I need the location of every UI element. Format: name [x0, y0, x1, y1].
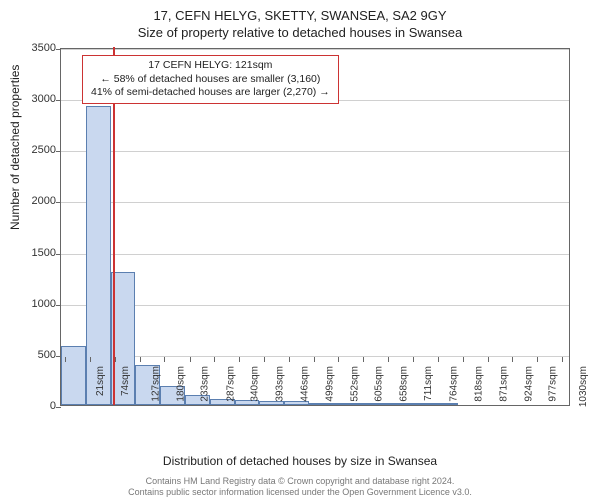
histogram-bar: [309, 403, 334, 405]
xtick-mark: [314, 357, 315, 362]
xtick-label: 340sqm: [250, 366, 261, 402]
xtick-mark: [512, 357, 513, 362]
xtick-mark: [562, 357, 563, 362]
gridline: [61, 254, 569, 255]
xtick-mark: [164, 357, 165, 362]
footer-line-1: Contains HM Land Registry data © Crown c…: [0, 476, 600, 487]
ytick-mark: [56, 305, 61, 306]
histogram-bar: [433, 403, 458, 405]
xtick-label: 871sqm: [498, 366, 509, 402]
xtick-mark: [363, 357, 364, 362]
ytick-label: 3000: [16, 93, 56, 105]
xtick-mark: [115, 357, 116, 362]
xtick-label: 127sqm: [150, 366, 161, 402]
ytick-label: 3500: [16, 42, 56, 54]
ytick-mark: [56, 151, 61, 152]
property-info-box: 17 CEFN HELYG: 121sqm ← 58% of detached …: [82, 55, 339, 104]
ytick-mark: [56, 49, 61, 50]
xtick-mark: [438, 357, 439, 362]
x-axis-label: Distribution of detached houses by size …: [0, 454, 600, 468]
histogram-bar: [383, 403, 408, 405]
xtick-label: 180sqm: [175, 366, 186, 402]
ytick-mark: [56, 254, 61, 255]
xtick-mark: [537, 357, 538, 362]
gridline: [61, 49, 569, 50]
xtick-mark: [413, 357, 414, 362]
xtick-label: 924sqm: [523, 366, 534, 402]
xtick-label: 393sqm: [275, 366, 286, 402]
ytick-label: 2000: [16, 195, 56, 207]
xtick-label: 658sqm: [399, 366, 410, 402]
xtick-label: 287sqm: [225, 366, 236, 402]
xtick-mark: [90, 357, 91, 362]
gridline: [61, 305, 569, 306]
xtick-mark: [388, 357, 389, 362]
xtick-label: 74sqm: [120, 366, 131, 396]
xtick-label: 21sqm: [95, 366, 106, 396]
info-line-property: 17 CEFN HELYG: 121sqm: [91, 59, 330, 73]
ytick-mark: [56, 202, 61, 203]
info-line-larger: 41% of semi-detached houses are larger (…: [91, 86, 330, 100]
ytick-label: 0: [16, 400, 56, 412]
xtick-mark: [338, 357, 339, 362]
xtick-mark: [488, 357, 489, 362]
gridline: [61, 202, 569, 203]
xtick-label: 552sqm: [349, 366, 360, 402]
ytick-label: 2500: [16, 144, 56, 156]
xtick-mark: [463, 357, 464, 362]
xtick-label: 711sqm: [423, 366, 434, 401]
histogram-bar: [408, 403, 433, 405]
gridline: [61, 151, 569, 152]
xtick-label: 605sqm: [374, 366, 385, 402]
xtick-label: 446sqm: [300, 366, 311, 402]
ytick-label: 1500: [16, 247, 56, 259]
info-line-smaller: ← 58% of detached houses are smaller (3,…: [91, 73, 330, 87]
xtick-label: 1030sqm: [578, 366, 589, 407]
histogram-bar: [61, 346, 86, 405]
footer-line-2: Contains public sector information licen…: [0, 487, 600, 498]
xtick-label: 977sqm: [548, 366, 559, 402]
ytick-label: 500: [16, 349, 56, 361]
ytick-mark: [56, 407, 61, 408]
xtick-mark: [264, 357, 265, 362]
page-subtitle: Size of property relative to detached ho…: [0, 23, 600, 40]
histogram-bar: [359, 403, 384, 405]
xtick-mark: [289, 357, 290, 362]
xtick-mark: [190, 357, 191, 362]
xtick-mark: [239, 357, 240, 362]
xtick-label: 499sqm: [324, 366, 335, 402]
page-title: 17, CEFN HELYG, SKETTY, SWANSEA, SA2 9GY: [0, 0, 600, 23]
gridline: [61, 356, 569, 357]
xtick-mark: [140, 357, 141, 362]
xtick-label: 764sqm: [448, 366, 459, 402]
ytick-mark: [56, 100, 61, 101]
histogram-bar: [334, 403, 359, 405]
xtick-mark: [214, 357, 215, 362]
xtick-label: 233sqm: [200, 366, 211, 402]
xtick-label: 818sqm: [474, 366, 485, 402]
attribution-footer: Contains HM Land Registry data © Crown c…: [0, 476, 600, 498]
xtick-mark: [65, 357, 66, 362]
ytick-label: 1000: [16, 298, 56, 310]
